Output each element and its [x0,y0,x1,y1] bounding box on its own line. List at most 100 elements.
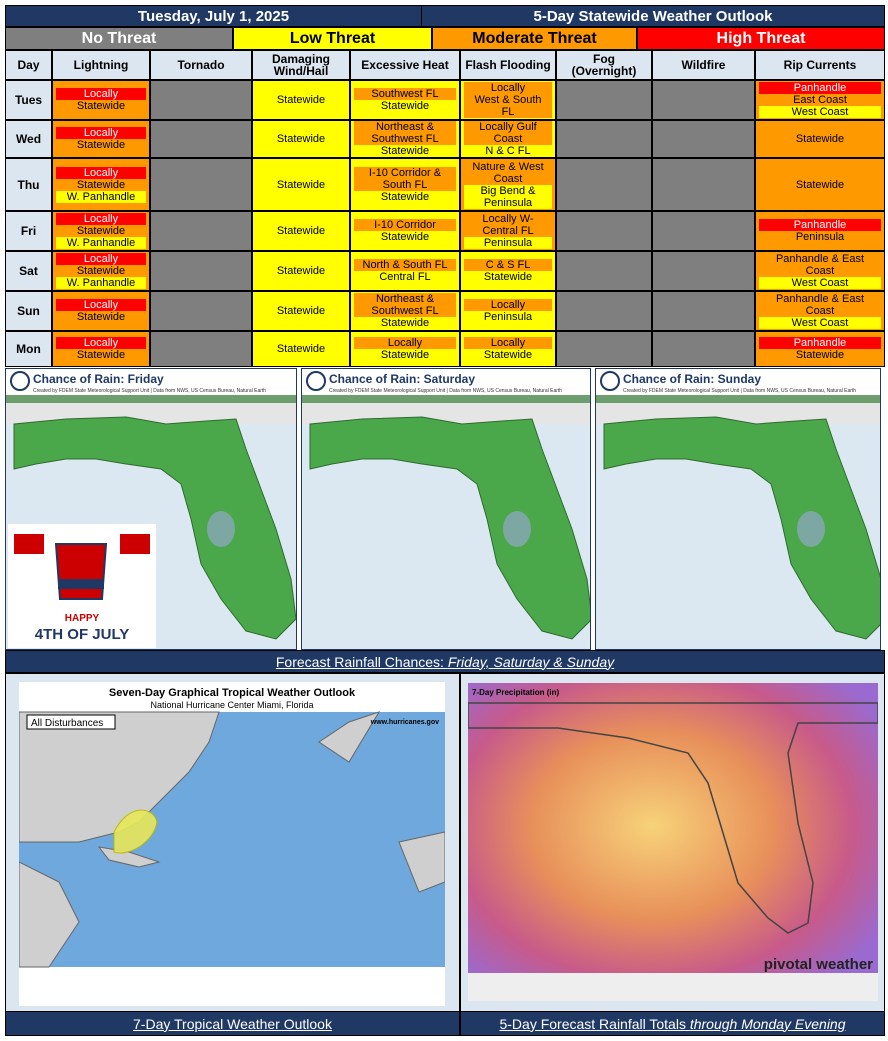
threat-cell [556,331,652,367]
threat-text: Statewide [276,265,326,277]
threat-cell: Locally Gulf Coast N & C FL [460,120,556,158]
threat-text: Panhandle [759,219,881,231]
flag [14,534,44,554]
threat-cell: Panhandle Peninsula [755,211,885,251]
threat-cell: Locally West & South FL [460,80,556,120]
hat [54,543,108,600]
threat-text: Statewide [276,133,326,145]
tropical-subtitle: National Hurricane Center Miami, Florida [150,700,313,710]
threat-text: Panhandle & East Coast [775,293,865,317]
rain-map: Chance of Rain: Sunday Created by FDEM St… [596,371,887,649]
threat-text: Statewide [76,311,126,323]
threat-cell [652,331,755,367]
logo [306,371,326,391]
threat-cell: Locally Statewide [350,331,460,367]
threat-cell: Locally Statewide W. Panhandle [52,251,150,291]
threat-text: Statewide [380,100,430,112]
threat-text: Locally [354,337,456,349]
tropical-site: www.hurricanes.gov [370,719,439,726]
column-header: Lightning [52,50,150,80]
threat-cell: Panhandle & East Coast West Coast [755,251,885,291]
legend-item: High Threat [637,27,885,50]
rainfall-title: 7-Day Precipitation (in) [472,688,559,697]
rainfall-panel: 7-Day Precipitation (in) pivotal weather [460,673,885,1012]
threat-text: Panhandle [759,337,881,349]
threat-text: Locally [464,82,552,94]
threat-cell: Statewide [252,291,350,331]
threat-text: Statewide [76,349,126,361]
column-header: Fog (Overnight) [556,50,652,80]
threat-cell: Statewide [252,251,350,291]
threat-cell: I-10 Corridor Statewide [350,211,460,251]
threat-cell: I-10 Corridor & South FL Statewide [350,158,460,211]
threat-text: West & South FL [464,94,552,118]
flag [120,534,150,554]
florida [309,416,593,640]
threat-text: Northeast & Southwest FL [354,293,456,317]
day: Tues [5,80,52,120]
map-title: Chance of Rain: Friday [33,372,164,386]
threat-text: Locally [56,299,146,311]
threat-cell: Panhandle Statewide [755,331,885,367]
tropical-panel: Seven-Day Graphical Tropical Weather Out… [5,673,460,1012]
threat-text: Panhandle & East Coast [775,253,865,277]
map-title: Chance of Rain: Sunday [623,372,761,386]
rain-map-panel: Chance of Rain: Sunday Created by FDEM St… [595,368,887,650]
threat-text: Locally [56,88,146,100]
threat-cell [556,291,652,331]
logo [600,371,620,391]
threat-text: Statewide [380,231,430,243]
threat-text: Locally W-Central FL [482,213,534,237]
threat-cell: Statewide [755,158,885,211]
threat-text: Central FL [379,271,431,283]
column-header: Damaging Wind/Hail [252,50,350,80]
threat-cell [652,211,755,251]
tropical-box: All Disturbances [31,718,103,729]
threat-text: Locally [464,299,552,311]
threat-text: Locally [56,337,146,349]
threat-text: Statewide [276,305,326,317]
threat-text: Locally [56,127,146,139]
threat-cell [150,120,252,158]
day: Mon [5,331,52,367]
threat-cell: Locally Statewide [52,120,150,158]
threat-cell [556,80,652,120]
column-header: Excessive Heat [350,50,460,80]
threat-cell: Panhandle East Coast West Coast [755,80,885,120]
threat-cell: North & South FL Central FL [350,251,460,291]
scale-bar [6,395,296,403]
threat-cell [556,120,652,158]
holiday-top: HAPPY [65,613,100,624]
threat-text: Statewide [76,265,126,277]
column-header: Wildfire [652,50,755,80]
threat-text: I-10 Corridor [354,219,456,231]
threat-cell: Northeast & Southwest FL Statewide [350,120,460,158]
column-header: Day [5,50,52,80]
threat-cell: Statewide [252,80,350,120]
rain-map-panel: Chance of Rain: Friday Created by FDEM St… [5,368,297,650]
threat-text: West Coast [759,317,881,329]
rainfall-brand: pivotal weather [764,956,873,973]
threat-cell: Statewide [252,211,350,251]
legend-item: Low Threat [233,27,432,50]
threat-text: Statewide [795,178,845,191]
threat-cell: Statewide [252,120,350,158]
map-credit: Created by FDEM State Meteorological Sup… [33,388,266,394]
threat-text: W. Panhandle [56,190,146,203]
threat-text: Statewide [380,145,430,157]
threat-text: Locally [464,337,552,349]
threat-cell: Locally Statewide [52,291,150,331]
threat-cell [150,331,252,367]
map-credit: Created by FDEM State Meteorological Sup… [329,388,562,394]
day: Sun [5,291,52,331]
threat-text: Statewide [483,271,533,283]
threat-cell [150,158,252,211]
threat-text: I-10 Corridor & South FL [354,166,456,191]
threat-text: West Coast [759,106,881,118]
lake [207,511,235,547]
threat-cell [652,291,755,331]
lake [503,511,531,547]
threat-text: Statewide [483,349,533,361]
threat-cell [652,158,755,211]
